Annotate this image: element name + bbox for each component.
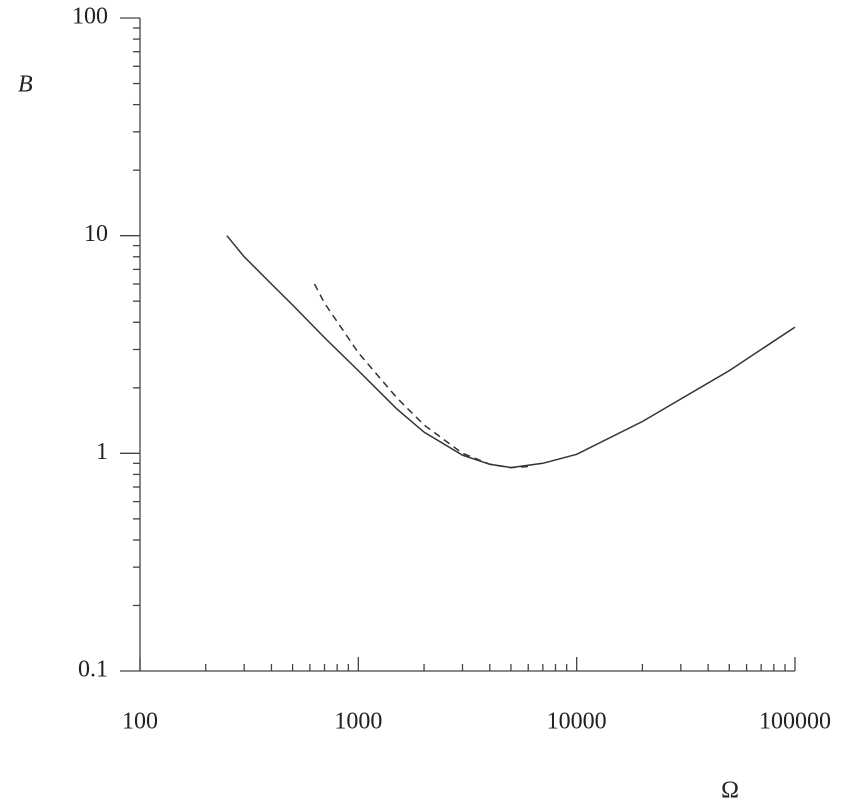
x-tick-label: 10000: [547, 709, 607, 735]
y-tick-label: 10: [84, 221, 108, 247]
x-tick-label: 100: [122, 709, 158, 735]
series-line: [313, 283, 529, 469]
y-tick-label: 1: [96, 439, 108, 465]
y-axis-label: B: [18, 72, 33, 98]
axis-line: [139, 18, 795, 672]
y-tick-label: 0.1: [78, 657, 108, 683]
x-tick-label: 1000: [334, 709, 382, 735]
x-axis-label: Ω: [721, 778, 739, 804]
y-tick-label: 100: [72, 4, 108, 30]
series-line: [226, 235, 796, 469]
x-tick-label: 100000: [759, 709, 831, 735]
